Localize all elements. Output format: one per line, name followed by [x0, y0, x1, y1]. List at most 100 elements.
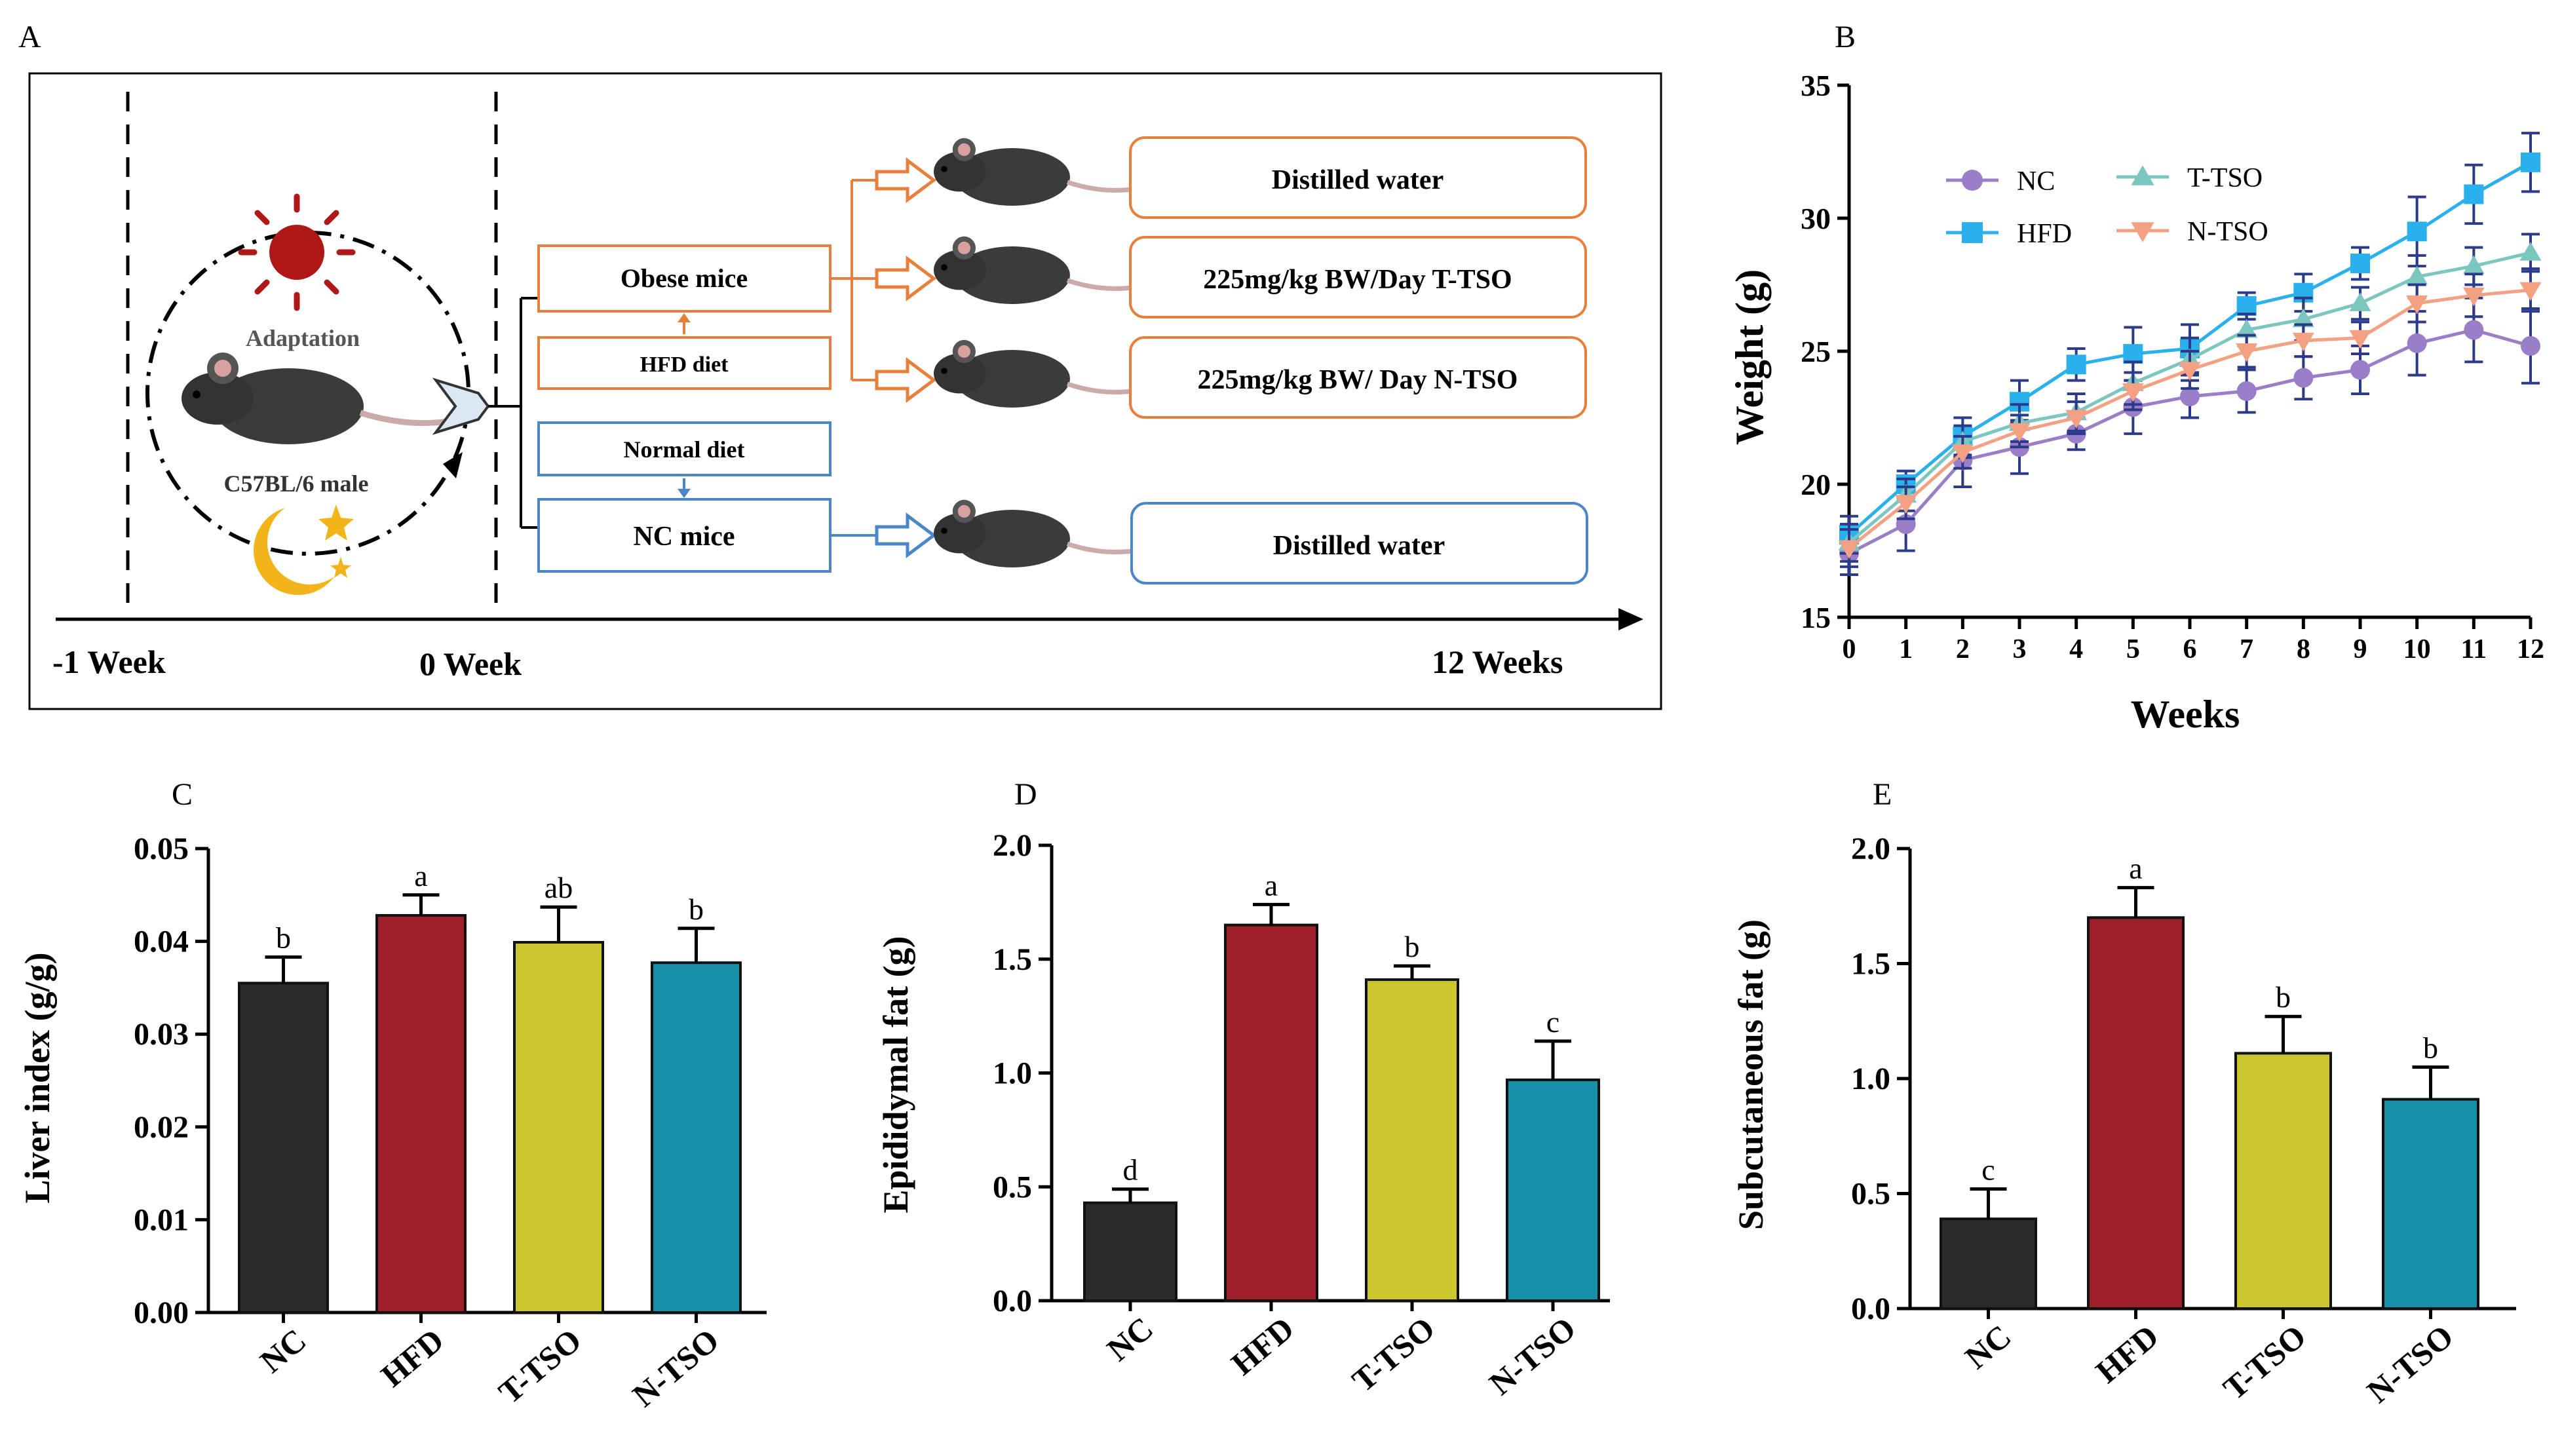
- series-n-tso: [1838, 267, 2542, 568]
- panel-a-border: [28, 72, 1662, 710]
- bar: [2087, 916, 2185, 1311]
- timeline-arrowhead-icon: [1618, 608, 1643, 630]
- y-axis-label: Liver index (g/g): [18, 953, 57, 1204]
- panel-d-letter: D: [1014, 777, 1037, 812]
- bar: [1083, 1201, 1177, 1302]
- x-tick-label: T-TSO: [2216, 1318, 2312, 1407]
- nc-mice-box: [537, 498, 832, 573]
- sun-icon: [238, 193, 356, 311]
- y-tick-label: 0.05: [134, 832, 189, 866]
- data-point: [2521, 152, 2540, 172]
- moon-icon: [254, 505, 354, 595]
- y-tick-label: 0.02: [134, 1110, 189, 1145]
- treatment-label: Distilled water: [1272, 165, 1444, 195]
- data-point: [2236, 343, 2258, 362]
- x-tick-label: 12: [2517, 634, 2544, 664]
- obese-mice-box: [537, 244, 832, 313]
- data-point: [2236, 381, 2257, 401]
- y-tick-label: 20: [1801, 468, 1831, 501]
- normal-diet-label: Normal diet: [624, 436, 745, 463]
- x-tick-label: 11: [2460, 634, 2487, 664]
- adaptation-label: Adaptation: [246, 325, 360, 351]
- treatment-label: 225mg/kg BW/Day T-TSO: [1203, 265, 1512, 295]
- y-tick-label: 0.00: [134, 1295, 189, 1330]
- epididymal-fat-bar-chart: D Epididymal fat (g) 0.0 0.5 1.0 1.5 2.0 d NC a…: [876, 777, 1610, 1402]
- branch-bracket: [488, 297, 539, 529]
- data-point: [1838, 540, 1860, 559]
- y-axis-label: Subcutaneous fat (g): [1731, 919, 1770, 1230]
- data-point: [2521, 335, 2540, 356]
- data-point: [2462, 255, 2485, 275]
- obese-branch: [830, 179, 877, 381]
- x-tick-label: NC: [253, 1322, 313, 1380]
- data-point: [2462, 287, 2485, 307]
- panel-c-letter: C: [172, 777, 193, 812]
- significance-label: a: [2129, 852, 2142, 885]
- legend-marker: [1962, 170, 1983, 191]
- legend-label: HFD: [2017, 219, 2072, 249]
- significance-label: b: [2276, 980, 2291, 1014]
- data-point: [2066, 354, 2086, 375]
- bar: [651, 961, 742, 1314]
- x-tick-label: 3: [2013, 634, 2027, 664]
- liver-index-bar-chart: C Liver index (g/g) 0.00 0.01 0.02 0.03 0.04…: [18, 777, 767, 1414]
- y-tick-label: 0.5: [993, 1170, 1032, 1204]
- mouse-icon: [934, 499, 1144, 567]
- strain-label: C57BL/6 male: [224, 470, 369, 497]
- y-tick-label: 0.0: [1851, 1292, 1890, 1326]
- legend-label: T-TSO: [2187, 163, 2263, 193]
- significance-label: b: [689, 892, 704, 926]
- data-point: [2236, 319, 2258, 338]
- nc-mice-label: NC mice: [633, 522, 735, 552]
- bar: [1506, 1078, 1600, 1303]
- y-tick-label: 2.0: [993, 828, 1032, 863]
- data-point: [2407, 221, 2427, 242]
- legend-marker: [1962, 222, 1983, 243]
- treatment-label: Distilled water: [1273, 531, 1445, 561]
- mouse-icon: [182, 353, 459, 444]
- significance-label: c: [1981, 1153, 1995, 1186]
- timeline-label: 0 Week: [419, 645, 522, 682]
- panel-e-letter: E: [1873, 777, 1892, 812]
- data-point: [2292, 308, 2314, 328]
- cycle-arrowhead-icon: [443, 452, 463, 478]
- y-tick-label: 1.0: [1851, 1062, 1890, 1096]
- data-point: [2179, 362, 2201, 381]
- mouse-icon: [934, 138, 1144, 206]
- data-point: [2122, 383, 2144, 402]
- data-point: [2236, 296, 2257, 316]
- significance-label: ab: [545, 871, 573, 904]
- normal-arrowhead-icon: [678, 489, 691, 498]
- treatment-box-2: [1129, 236, 1587, 318]
- x-tick-label: 9: [2354, 634, 2367, 664]
- x-tick-label: T-TSO: [1345, 1310, 1442, 1399]
- y-tick-label: 2.0: [1851, 832, 1890, 866]
- arrow-icon: [875, 256, 937, 301]
- x-tick-label: 2: [1956, 634, 1970, 664]
- bar: [2234, 1052, 2332, 1310]
- significance-label: b: [1405, 930, 1420, 963]
- data-point: [1895, 495, 1917, 514]
- x-tick-label: T-TSO: [491, 1322, 588, 1411]
- legend: NC HFD T-TSO N-TSO: [1946, 163, 2268, 249]
- bar: [1224, 923, 1318, 1302]
- y-tick-label: 0.03: [134, 1017, 189, 1052]
- mouse-icon: [934, 339, 1144, 408]
- normal-diet-box: [537, 421, 832, 476]
- data-point: [1951, 444, 1974, 463]
- data-point: [2350, 254, 2370, 274]
- x-tick-label: 6: [2183, 634, 2197, 664]
- treatment-box-4: [1130, 502, 1588, 584]
- data-point: [2180, 387, 2200, 407]
- x-tick-label: 10: [2403, 634, 2431, 664]
- legend-marker: [2131, 222, 2154, 242]
- y-tick-label: 1.5: [1851, 947, 1890, 982]
- x-tick-label: NC: [1958, 1318, 2017, 1376]
- y-tick-label: 0.04: [134, 925, 189, 959]
- y-tick-label: 15: [1801, 601, 1831, 634]
- significance-label: c: [1546, 1005, 1559, 1039]
- data-point: [2065, 410, 2088, 429]
